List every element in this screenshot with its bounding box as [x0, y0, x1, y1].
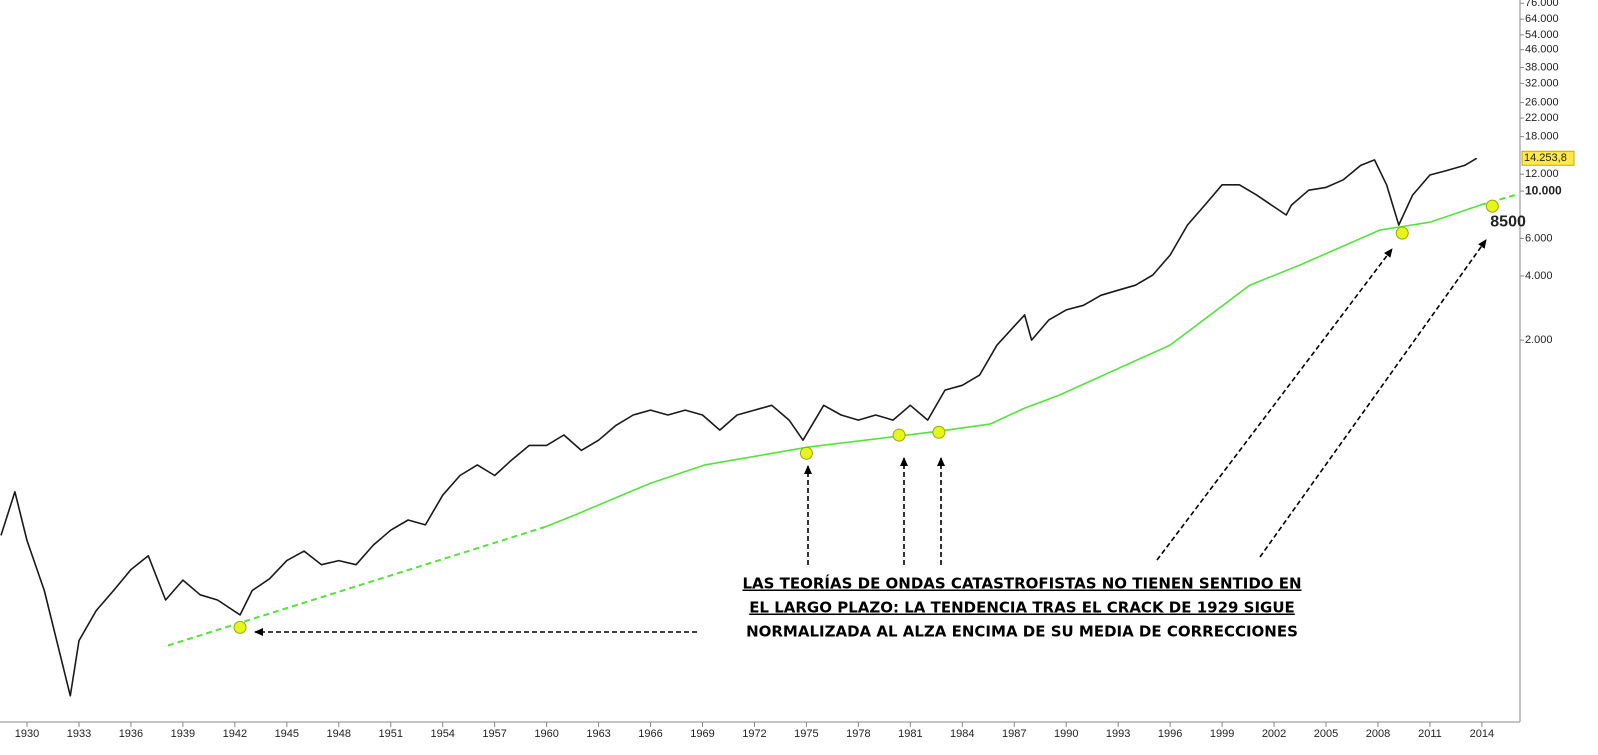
y-tick-label: 4.000	[1525, 270, 1553, 282]
x-tick-label: 1942	[223, 728, 247, 740]
last-price-box	[1521, 150, 1575, 166]
highlight-point	[892, 428, 906, 442]
x-tick-label: 1984	[950, 728, 974, 740]
arrows	[254, 239, 1487, 636]
series-line	[0, 157, 1478, 697]
x-tick-label: 1975	[794, 728, 818, 740]
x-tick-label: 1939	[171, 728, 195, 740]
annotation: NORMALIZADA AL ALZA ENCIMA DE SU MEDIA D…	[746, 623, 1298, 641]
annotation: EL LARGO PLAZO: LA TENDENCIA TRAS EL CRA…	[749, 599, 1295, 617]
y-tick-label: 26.000	[1525, 96, 1559, 108]
x-tick-label: 1981	[898, 728, 922, 740]
y-tick-label: 12.000	[1525, 168, 1559, 180]
x-tick-label: 2002	[1262, 728, 1286, 740]
x-tick-label: 2005	[1314, 728, 1338, 740]
y-tick-label: 32.000	[1525, 77, 1559, 89]
highlight-point	[932, 425, 946, 439]
x-tick-label: 1990	[1054, 728, 1078, 740]
y-tick-label: 22.000	[1525, 112, 1559, 124]
x-tick-label: 1960	[534, 728, 558, 740]
x-tick-label: 1978	[846, 728, 870, 740]
x-tick-label: 1987	[1002, 728, 1026, 740]
x-tick-label: 1969	[690, 728, 714, 740]
y-tick-label: 10.000	[1525, 183, 1562, 197]
x-tick-label: 1999	[1210, 728, 1234, 740]
y-tick-label: 38.000	[1525, 61, 1559, 73]
target-label: 8500	[1490, 213, 1526, 230]
highlight-point	[799, 446, 813, 460]
y-tick-label: 64.000	[1525, 13, 1559, 25]
x-tick-label: 1936	[119, 728, 143, 740]
x-tick-label: 1963	[586, 728, 610, 740]
y-tick-label: 18.000	[1525, 131, 1559, 143]
x-tick-label: 1996	[1158, 728, 1182, 740]
highlight-point	[1395, 226, 1409, 240]
x-tick-label: 1933	[67, 728, 91, 740]
annotation: LAS TEORÍAS DE ONDAS CATASTROFISTAS NO T…	[742, 574, 1301, 593]
x-tick-label: 1930	[15, 728, 39, 740]
last-price-label: 14.253,8	[1524, 152, 1567, 164]
series-line	[544, 204, 1481, 528]
highlight-point	[233, 620, 247, 634]
x-tick-label: 2008	[1366, 728, 1390, 740]
x-tick-label: 2014	[1470, 728, 1494, 740]
y-tick-label: 2.000	[1525, 334, 1553, 346]
series-line	[1479, 193, 1519, 207]
x-tick-label: 1945	[275, 728, 299, 740]
y-tick-label: 46.000	[1525, 44, 1559, 56]
x-tick-label: 1954	[430, 728, 454, 740]
x-tick-label: 1957	[482, 728, 506, 740]
x-tick-label: 1966	[638, 728, 662, 740]
x-tick-label: 2011	[1418, 728, 1442, 740]
target-point	[1485, 199, 1499, 213]
arrow	[1156, 248, 1393, 561]
x-tick-label: 1972	[742, 728, 766, 740]
x-tick-label: 1951	[378, 728, 402, 740]
x-tick-label: 1993	[1106, 728, 1130, 740]
y-tick-label: 76.000	[1525, 0, 1559, 9]
x-tick-label: 1948	[327, 728, 351, 740]
y-tick-label: 54.000	[1525, 29, 1559, 41]
y-tick-label: 6.000	[1525, 232, 1553, 244]
series-line	[167, 526, 546, 647]
arrow	[1259, 239, 1487, 558]
